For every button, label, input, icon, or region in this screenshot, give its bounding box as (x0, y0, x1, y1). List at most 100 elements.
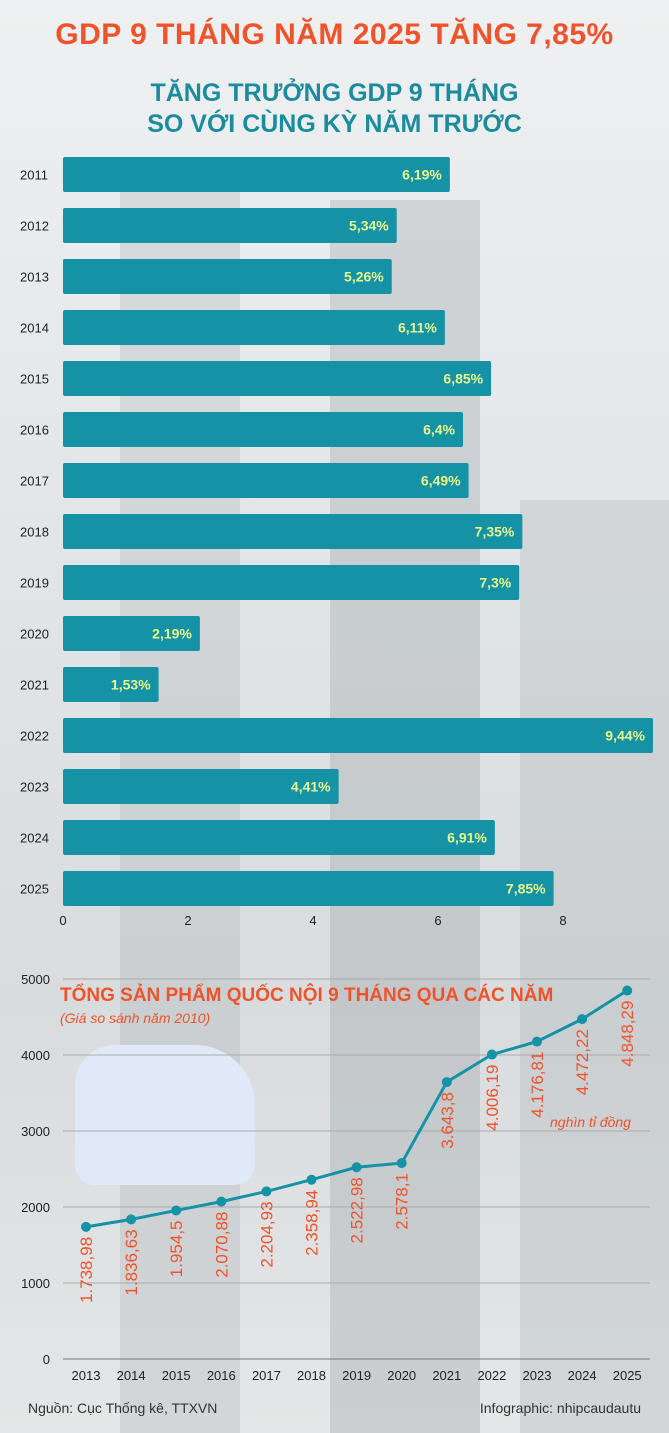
bar-value-label: 7,85% (506, 881, 546, 897)
x-tick-label: 2019 (342, 1368, 371, 1383)
bar (63, 259, 392, 294)
x-tick-label: 6 (434, 913, 441, 928)
data-label: 2.204,93 (257, 1201, 276, 1267)
bar-value-label: 2,19% (152, 626, 192, 642)
data-label: 3.643,8 (438, 1092, 457, 1149)
bar (63, 667, 159, 702)
bar-category-label: 2021 (20, 678, 49, 693)
bar-value-label: 6,4% (423, 422, 455, 438)
bar (63, 616, 200, 651)
data-label: 4.472,22 (573, 1029, 592, 1095)
unit-label: nghìn tỉ đồng (550, 1114, 631, 1130)
data-label: 2.522,98 (348, 1177, 367, 1243)
bar (63, 565, 520, 600)
data-point (532, 1036, 542, 1047)
data-point (441, 1077, 452, 1088)
x-tick-label: 8 (559, 913, 566, 928)
bar-value-label: 5,34% (349, 218, 389, 234)
x-tick-label: 2025 (613, 1368, 642, 1383)
bar-category-label: 2020 (20, 627, 49, 642)
background-building (520, 500, 669, 1433)
data-point (171, 1205, 182, 1216)
bar-category-label: 2017 (20, 474, 49, 489)
line-chart-title: TỔNG SẢN PHẨM QUỐC NỘI 9 THÁNG QUA CÁC N… (60, 985, 554, 1006)
data-point (261, 1186, 272, 1197)
bar-value-label: 5,26% (344, 269, 384, 285)
bar (63, 310, 445, 345)
data-label: 4.848,29 (618, 1001, 637, 1067)
x-tick-label: 0 (59, 913, 66, 928)
data-label: 1.738,98 (77, 1237, 96, 1303)
data-point (81, 1221, 91, 1232)
bar-category-label: 2013 (20, 270, 49, 285)
line-chart-subtitle: (Giá so sánh năm 2010) (60, 1010, 211, 1026)
background-building (120, 190, 240, 1433)
page-title: GDP 9 THÁNG NĂM 2025 TĂNG 7,85% (55, 18, 614, 51)
bar (63, 820, 495, 855)
bar-value-label: 7,35% (475, 524, 515, 540)
x-tick-label: 2015 (162, 1368, 191, 1383)
x-tick-label: 2017 (252, 1368, 281, 1383)
bar-chart-title-line: SO VỚI CÙNG KỲ NĂM TRƯỚC (147, 110, 522, 138)
x-tick-label: 4 (309, 913, 316, 928)
bar-category-label: 2022 (20, 729, 49, 744)
data-point (126, 1214, 137, 1225)
x-tick-label: 2013 (72, 1368, 101, 1383)
data-label: 2.358,94 (303, 1190, 322, 1256)
x-tick-label: 2018 (297, 1368, 326, 1383)
data-label: 4.006,19 (483, 1065, 502, 1131)
y-tick-label: 3000 (21, 1124, 50, 1139)
x-tick-label: 2016 (207, 1368, 236, 1383)
bar-category-label: 2018 (20, 525, 49, 540)
data-point (577, 1014, 588, 1025)
data-point (351, 1162, 362, 1173)
bar-chart-title: TĂNG TRƯỞNG GDP 9 THÁNG SO VỚI CÙNG KỲ N… (0, 78, 669, 140)
credit-text: Infographic: nhipcaudautu (479, 1400, 641, 1416)
x-tick-label: 2023 (523, 1368, 552, 1383)
y-tick-label: 1000 (21, 1276, 50, 1291)
bar-value-label: 7,3% (479, 575, 511, 591)
business-illustration (75, 1045, 255, 1185)
bar-category-label: 2015 (20, 372, 49, 387)
bar-category-label: 2019 (20, 576, 49, 591)
bar-value-label: 6,19% (402, 167, 442, 183)
x-tick-label: 2021 (432, 1368, 461, 1383)
bar-category-label: 2012 (20, 219, 49, 234)
x-tick-label: 2014 (117, 1368, 146, 1383)
source-text: Nguồn: Cục Thống kê, TTXVN (28, 1400, 218, 1416)
bar (63, 718, 653, 753)
data-label: 1.954,5 (167, 1220, 186, 1277)
bar-category-label: 2024 (20, 831, 49, 846)
data-point (216, 1196, 227, 1207)
data-label: 2.070,88 (212, 1212, 231, 1278)
bar (63, 871, 554, 906)
x-tick-label: 2 (184, 913, 191, 928)
data-point (622, 985, 633, 996)
x-tick-label: 2022 (477, 1368, 506, 1383)
bar (63, 157, 450, 192)
data-label: 4.176,81 (528, 1052, 547, 1118)
y-tick-label: 2000 (21, 1200, 50, 1215)
bar-value-label: 6,85% (443, 371, 483, 387)
bar (63, 769, 339, 804)
y-tick-label: 5000 (21, 972, 50, 987)
bar-category-label: 2023 (20, 780, 49, 795)
bar-value-label: 9,44% (605, 728, 645, 744)
data-point (396, 1158, 407, 1169)
bar-category-label: 2014 (20, 321, 49, 336)
bar-value-label: 1,53% (111, 677, 151, 693)
data-point (306, 1174, 317, 1185)
bar-value-label: 6,49% (421, 473, 461, 489)
background-building (330, 200, 480, 1433)
bar (63, 412, 463, 447)
bar-value-label: 6,11% (398, 320, 437, 336)
bar-category-label: 2025 (20, 882, 49, 897)
y-tick-label: 0 (43, 1352, 50, 1367)
y-tick-label: 4000 (21, 1048, 50, 1063)
data-point (486, 1049, 497, 1060)
x-tick-label: 2024 (568, 1368, 597, 1383)
bar-category-label: 2016 (20, 423, 49, 438)
data-label: 2.578,1 (393, 1173, 412, 1230)
bar-value-label: 4,41% (291, 779, 331, 795)
